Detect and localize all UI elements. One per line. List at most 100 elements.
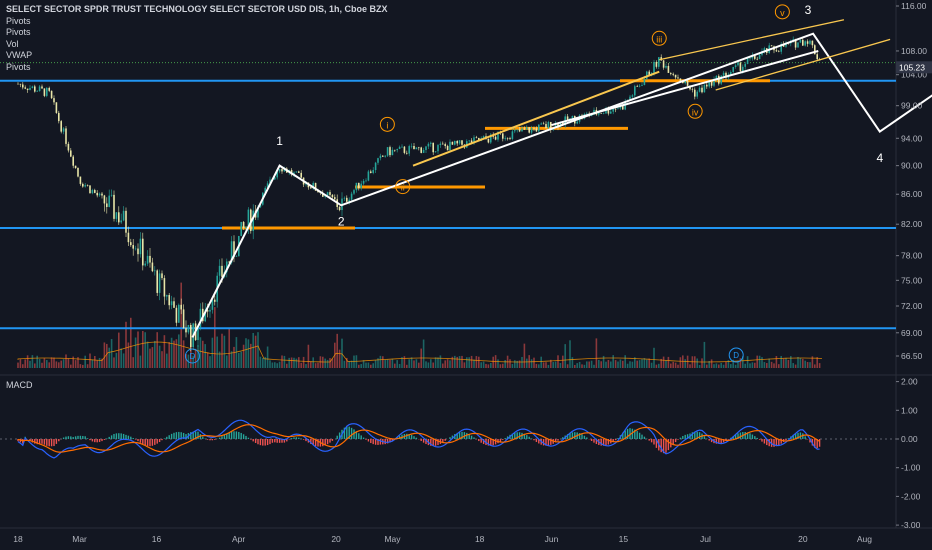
macd-histogram-bar — [653, 439, 655, 445]
volume-bar — [511, 363, 514, 368]
macd-histogram-bar — [398, 435, 401, 439]
volume-bar — [247, 339, 250, 368]
volume-bar — [331, 358, 334, 368]
indicator-pivots-3[interactable]: Pivots — [6, 61, 31, 72]
macd-histogram-bar — [178, 431, 180, 439]
macd-histogram-bar — [228, 432, 230, 439]
macd-histogram-bar — [379, 439, 382, 445]
price-tick-label: 78.00 — [901, 251, 923, 261]
volume-bar — [766, 363, 768, 368]
candle-body — [26, 88, 29, 90]
volume-bar — [314, 363, 317, 368]
indicator-vwap[interactable]: VWAP — [6, 50, 33, 60]
macd-histogram-bar — [218, 437, 221, 439]
candle-body — [403, 146, 406, 153]
macd-tick-label: -2.00 — [901, 491, 921, 501]
indicator-pivots-1[interactable]: Pivots — [6, 15, 31, 26]
volume-bar — [641, 359, 643, 368]
macd-histogram-bar — [557, 439, 559, 441]
volume-bar — [101, 358, 103, 368]
macd-histogram-bar — [74, 436, 77, 439]
volume-bar — [569, 340, 571, 368]
volume-bar — [360, 364, 362, 368]
candle-body — [622, 104, 624, 110]
volume-bar — [158, 345, 161, 368]
candle-body — [523, 128, 526, 130]
macd-histogram-bar — [324, 439, 326, 446]
volume-bar — [67, 358, 70, 368]
volume-bar — [703, 341, 706, 368]
volume-bar — [437, 357, 439, 368]
volume-bar — [269, 360, 271, 368]
date-tick-label: 18 — [13, 534, 23, 544]
macd-histogram-bar — [257, 439, 259, 445]
macd-histogram-bar — [367, 439, 370, 442]
macd-histogram-bar — [578, 433, 581, 439]
volume-bar — [82, 364, 84, 368]
macd-histogram-bar — [62, 437, 65, 439]
volume-bar — [739, 358, 742, 368]
candle-body — [509, 138, 511, 139]
volume-bar — [540, 356, 542, 368]
volume-bar — [770, 361, 773, 368]
macd-histogram-bar — [235, 431, 238, 439]
candle-body — [456, 141, 458, 144]
volume-bar — [706, 364, 708, 368]
price-tick-label: 75.00 — [901, 275, 923, 285]
candle-body — [62, 128, 65, 132]
candle-body — [746, 58, 749, 64]
candle-body — [266, 183, 269, 188]
volume-bar — [583, 364, 586, 368]
candle-body — [377, 158, 379, 163]
pivot-marker — [728, 347, 744, 363]
macd-histogram-bar — [173, 432, 175, 439]
macd-histogram-bar — [154, 439, 156, 445]
volume-bar — [103, 342, 106, 368]
macd-histogram-bar — [202, 436, 204, 439]
macd-histogram-bar — [432, 439, 434, 447]
volume-bar — [326, 359, 329, 368]
volume-bar — [444, 360, 446, 368]
candle-body — [206, 310, 209, 312]
candle-body — [139, 238, 142, 255]
candle-body — [562, 121, 564, 126]
candle-body — [72, 156, 74, 166]
macd-histogram-bar — [166, 436, 168, 439]
candle-body — [427, 143, 430, 147]
macd-histogram-bar — [48, 439, 50, 447]
candle-body — [607, 108, 610, 114]
candle-body — [84, 185, 86, 187]
macd-histogram-bar — [650, 439, 653, 443]
volume-bar — [451, 356, 454, 368]
macd-label[interactable]: MACD — [6, 380, 33, 390]
candle-body — [156, 270, 158, 293]
candle-body — [394, 149, 396, 151]
volume-bar — [22, 364, 24, 368]
subwave-label-iii: iii — [656, 34, 662, 44]
volume-bar — [156, 332, 158, 368]
macd-histogram-bar — [718, 439, 720, 444]
macd-histogram-bar — [278, 439, 281, 443]
candle-body — [430, 142, 432, 144]
volume-bar — [461, 355, 463, 368]
volume-bar — [610, 361, 612, 368]
candle-body — [521, 128, 523, 132]
volume-bar — [127, 342, 130, 368]
macd-histogram-bar — [487, 439, 490, 446]
macd-histogram-bar — [466, 432, 468, 439]
volume-bar — [185, 353, 187, 368]
macd-histogram-bar — [67, 436, 70, 439]
volume-bar — [487, 364, 490, 368]
price-tick-label: 90.00 — [901, 161, 923, 171]
indicator-vol[interactable]: Vol — [6, 38, 19, 49]
indicator-pivots-2[interactable]: Pivots — [6, 27, 31, 37]
candle-body — [408, 146, 410, 154]
macd-histogram-bar — [514, 432, 516, 439]
macd-histogram-bar — [679, 437, 682, 439]
candle-body — [598, 113, 600, 115]
date-tick-label: Apr — [232, 534, 245, 544]
candle-body — [816, 54, 818, 60]
volume-bar — [396, 360, 398, 368]
